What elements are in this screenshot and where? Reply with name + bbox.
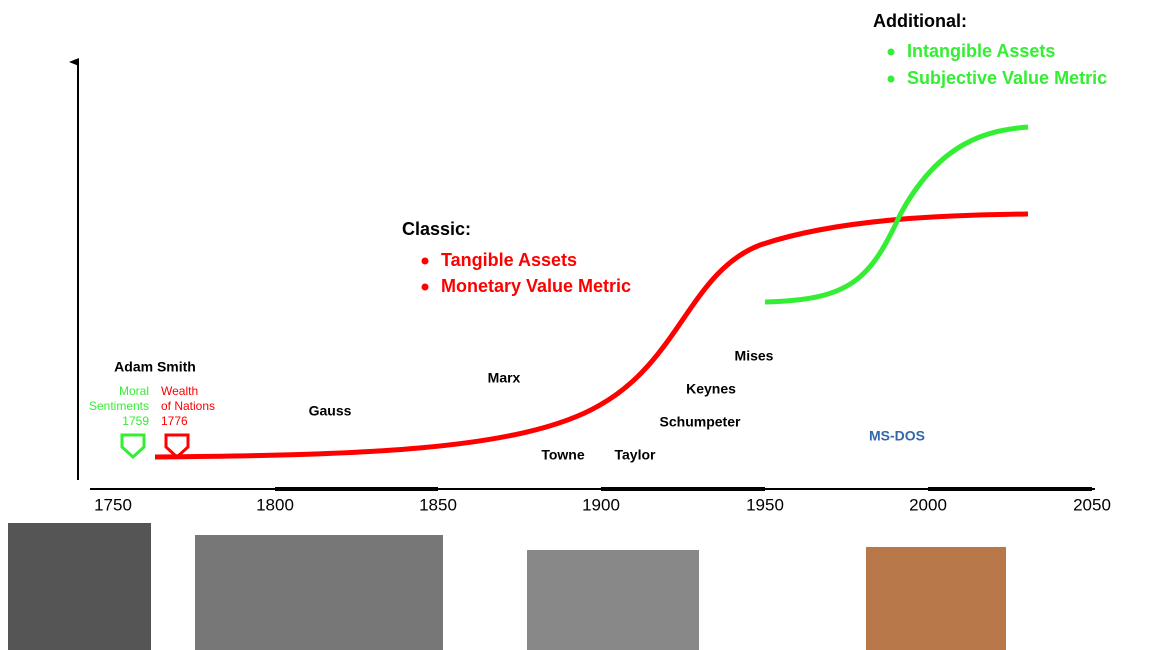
person-label: Schumpeter [660,414,741,430]
tick-label: 2000 [909,495,947,514]
heading: Classic: [402,219,471,239]
tick-label: 1900 [582,495,620,514]
list-item: Intangible Assets [907,41,1055,61]
list-item: Subjective Value Metric [907,68,1107,88]
person-label: Gauss [309,403,352,419]
tick-label: 1800 [256,495,294,514]
photo [527,550,699,650]
bullet [887,75,895,83]
photo [8,523,151,650]
bullet [887,48,895,56]
bullet [421,283,429,291]
tick-label: 1950 [746,495,784,514]
bullet [421,257,429,265]
tick-label: 1850 [419,495,457,514]
marker-label: Sentiments [89,399,149,413]
marker-shield [164,433,190,460]
photo [866,547,1006,650]
person-label: Taylor [615,447,657,463]
additional-curve [764,124,1029,305]
list-item: Monetary Value Metric [441,276,631,296]
tick-label: 1750 [94,495,132,514]
list-item: Tangible Assets [441,250,577,270]
person-label: Marx [488,370,521,386]
tick-label: 2050 [1073,495,1111,514]
person-label: Towne [541,447,585,463]
marker-label: of Nations [161,399,215,413]
marker-label: 1759 [122,414,149,428]
person-label: Keynes [686,381,736,397]
marker-shield [120,433,146,460]
person-label: Mises [735,348,774,364]
heading: Additional: [873,11,967,31]
marker-label: 1776 [161,414,188,428]
photo [195,535,443,650]
marker-label: Wealth [161,384,198,398]
marker-label: Moral [119,384,149,398]
person-label: Adam Smith [114,359,196,375]
event-label: MS-DOS [869,428,925,444]
classic-curve [154,211,1029,460]
